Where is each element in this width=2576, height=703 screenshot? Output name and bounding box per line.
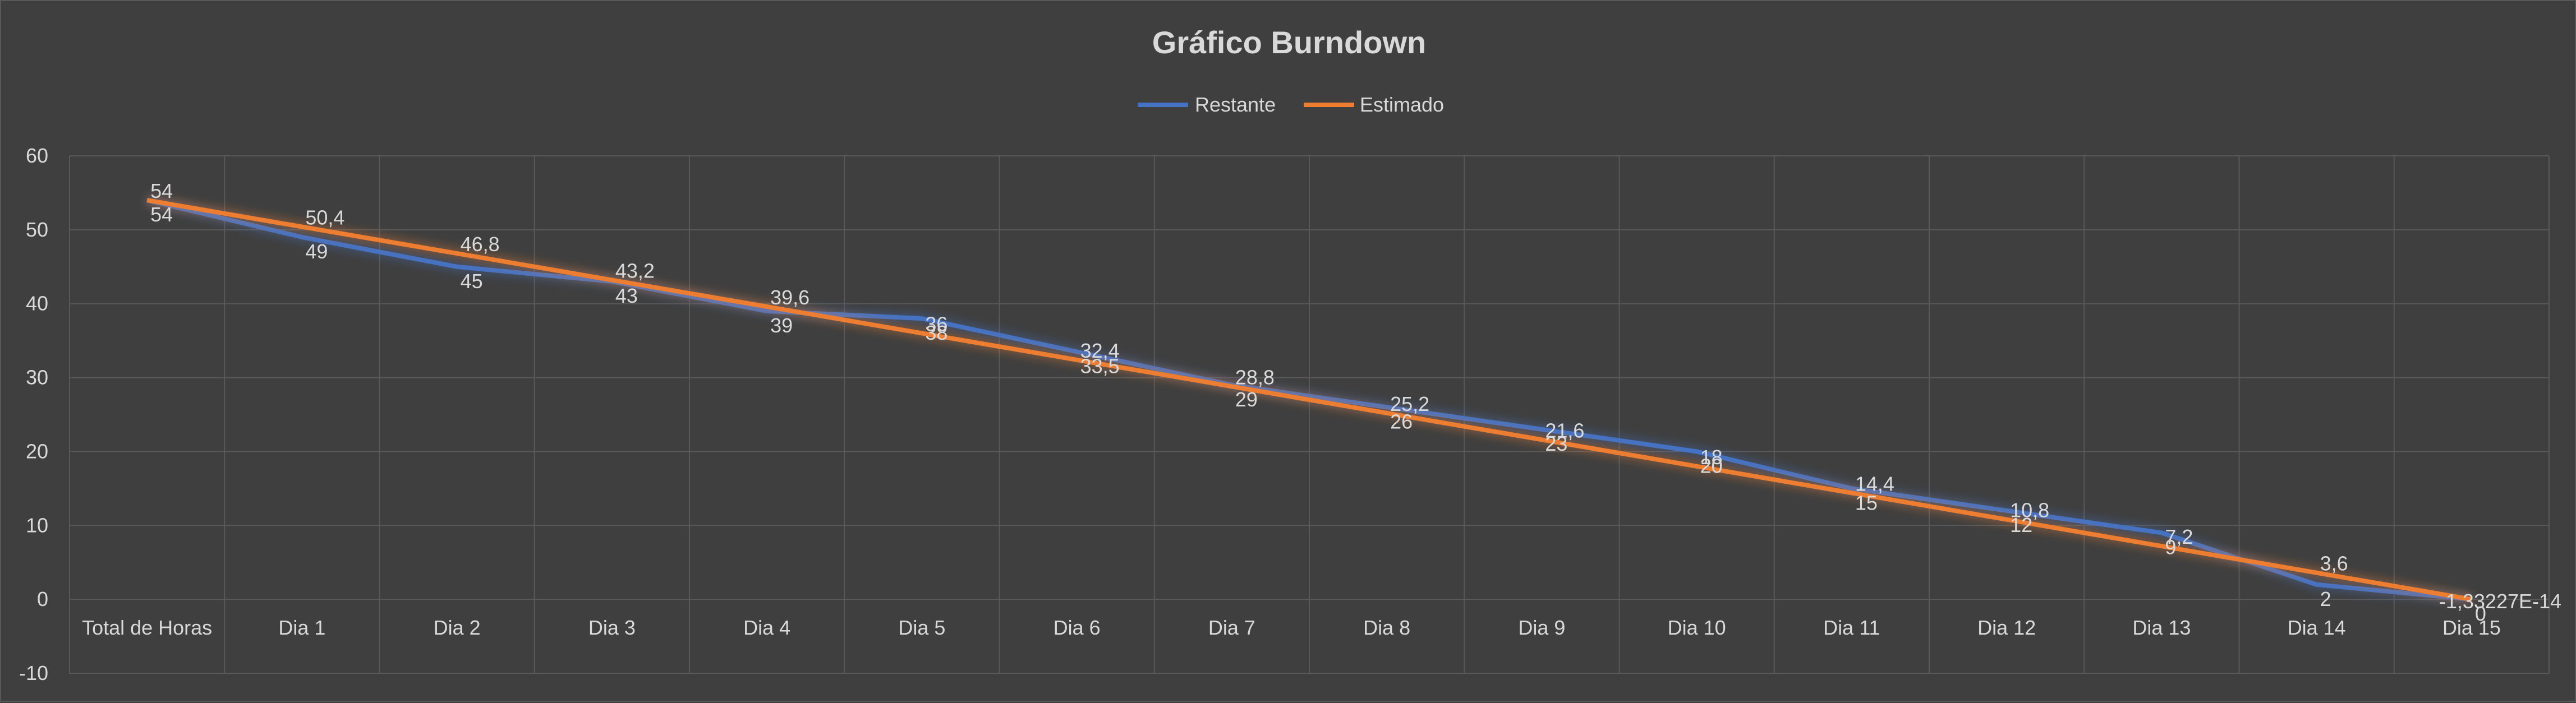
x-tick-label: Dia 14 — [2288, 616, 2346, 639]
data-label-restante: 43 — [615, 284, 638, 307]
data-label-estimado: 46,8 — [461, 233, 500, 256]
data-label-restante: 9 — [2165, 535, 2176, 558]
data-label-restante: 23 — [1545, 432, 1567, 455]
x-tick-label: Dia 10 — [1668, 616, 1726, 639]
data-label-estimado: 25,2 — [1390, 392, 1429, 415]
data-label-estimado: 39,6 — [770, 286, 809, 309]
data-label-estimado: 7,2 — [2165, 525, 2193, 548]
chart-title: Gráfico Burndown — [1152, 25, 1426, 60]
data-label-estimado: 50,4 — [305, 206, 344, 229]
data-label-restante: 0 — [2475, 602, 2486, 625]
data-label-estimado: -1,33227E-14 — [2439, 590, 2561, 613]
data-label-estimado: 36 — [925, 312, 947, 335]
data-label-restante: 39 — [770, 314, 793, 337]
data-label-restante: 26 — [1390, 410, 1413, 433]
data-label-estimado: 32,4 — [1080, 339, 1120, 362]
series-line-estimado — [146, 198, 2472, 602]
x-tick-label: Dia 13 — [2132, 616, 2191, 639]
data-label-restante: 12 — [2010, 514, 2032, 536]
y-tick-label: 50 — [26, 218, 48, 241]
y-tick-label: 30 — [26, 366, 48, 389]
data-label-restante: 2 — [2320, 588, 2331, 610]
data-label-estimado: 54 — [150, 179, 173, 202]
legend-label-estimado: Estimado — [1360, 93, 1444, 116]
x-tick-label: Dia 4 — [743, 616, 790, 639]
data-label-restante: 20 — [1700, 454, 1723, 477]
x-tick-label: Dia 12 — [1977, 616, 2036, 639]
y-tick-label: -10 — [19, 662, 48, 684]
data-label-estimado: 18 — [1700, 446, 1723, 469]
x-tick-label: Dia 11 — [1823, 616, 1880, 639]
x-tick-label: Dia 8 — [1363, 616, 1410, 639]
x-tick-label: Total de Horas — [82, 616, 212, 639]
y-tick-label: 60 — [26, 144, 48, 167]
x-tick-label: Dia 15 — [2442, 616, 2501, 639]
x-tick-label: Dia 3 — [588, 616, 636, 639]
x-tick-label: Dia 9 — [1518, 616, 1565, 639]
data-label-restante: 38 — [925, 321, 947, 344]
data-label-restante: 49 — [305, 240, 328, 263]
x-tick-label: Dia 1 — [278, 616, 325, 639]
x-tick-label: Dia 2 — [434, 616, 481, 639]
data-label-restante: 45 — [461, 270, 483, 293]
data-label-restante: 54 — [150, 203, 173, 226]
legend-label-restante: Restante — [1195, 93, 1276, 116]
data-label-estimado: 28,8 — [1235, 366, 1275, 388]
data-label-estimado: 14,4 — [1855, 472, 1894, 495]
y-tick-label: 0 — [37, 588, 48, 610]
x-tick-label: Dia 5 — [898, 616, 945, 639]
y-tick-label: 40 — [26, 292, 48, 315]
data-label-estimado: 3,6 — [2320, 552, 2348, 575]
data-label-estimado: 10,8 — [2010, 499, 2049, 522]
data-label-restante: 33,5 — [1080, 354, 1120, 377]
data-label-estimado: 21,6 — [1545, 419, 1584, 442]
y-tick-label: 10 — [26, 514, 48, 536]
data-label-restante: 15 — [1855, 491, 1878, 514]
y-tick-label: 20 — [26, 440, 48, 462]
data-label-restante: 29 — [1235, 388, 1258, 411]
x-tick-label: Dia 6 — [1054, 616, 1101, 639]
x-tick-label: Dia 7 — [1208, 616, 1255, 639]
data-label-estimado: 43,2 — [615, 260, 655, 283]
